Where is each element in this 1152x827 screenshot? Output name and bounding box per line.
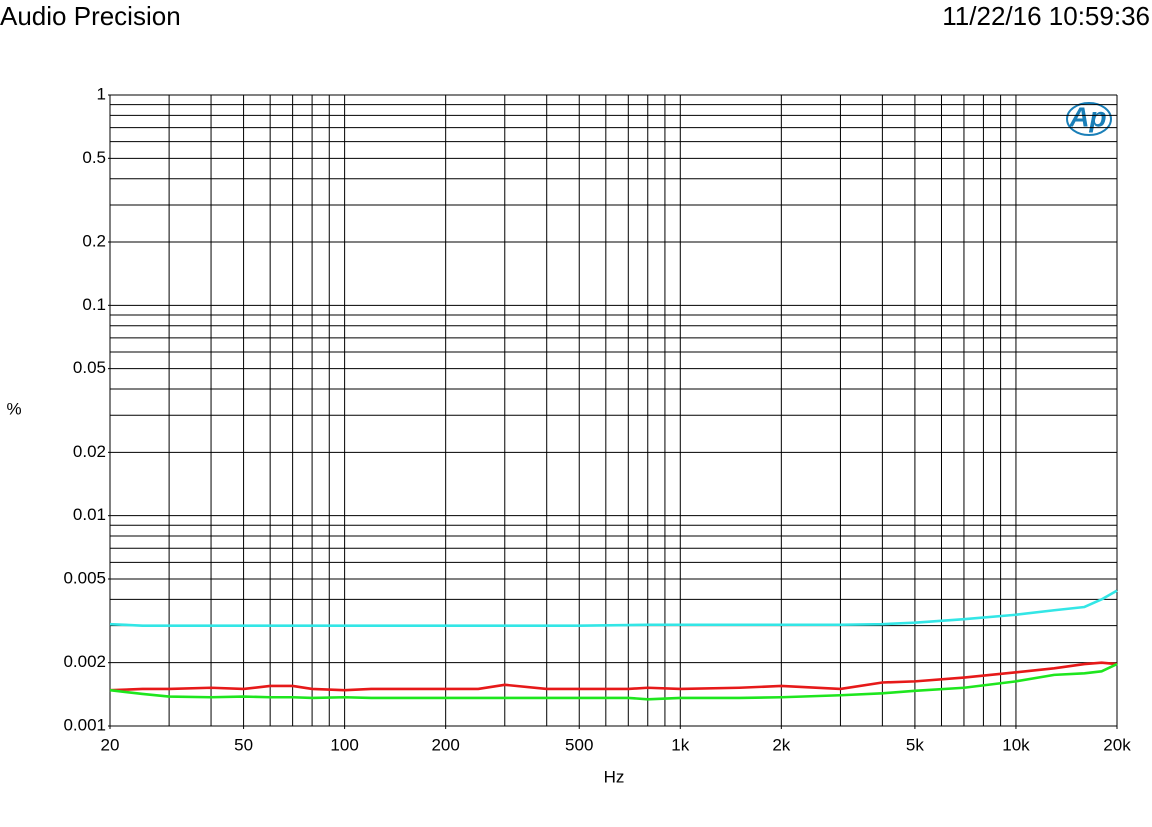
x-tick-label: 100 bbox=[330, 735, 358, 754]
y-tick-label: 0.005 bbox=[63, 568, 106, 587]
x-tick-label: 1k bbox=[671, 735, 689, 754]
x-tick-label: 20k bbox=[1103, 735, 1131, 754]
x-tick-label: 500 bbox=[565, 735, 593, 754]
y-tick-label: 0.002 bbox=[63, 652, 106, 671]
series-line bbox=[109, 661, 1118, 692]
header-title: Audio Precision bbox=[0, 1, 181, 31]
logo-ring bbox=[1066, 102, 1112, 136]
y-tick-label: 0.01 bbox=[73, 505, 106, 524]
x-axis-label: Hz bbox=[604, 767, 625, 786]
header-timestamp: 11/22/16 10:59:36 bbox=[942, 1, 1150, 31]
y-tick-label: 0.1 bbox=[82, 295, 106, 314]
y-axis-label: % bbox=[6, 399, 21, 418]
y-tick-label: 1 bbox=[97, 84, 106, 103]
x-tick-label: 5k bbox=[906, 735, 924, 754]
y-tick-label: 0.5 bbox=[82, 148, 106, 167]
series-line bbox=[109, 589, 1118, 627]
y-tick-label: 0.05 bbox=[73, 358, 106, 377]
x-tick-label: 20 bbox=[101, 735, 120, 754]
x-tick-label: 200 bbox=[431, 735, 459, 754]
series-line bbox=[109, 662, 1118, 701]
y-tick-label: 0.001 bbox=[63, 715, 106, 734]
x-tick-label: 50 bbox=[234, 735, 253, 754]
x-tick-label: 2k bbox=[772, 735, 790, 754]
x-tick-label: 10k bbox=[1002, 735, 1030, 754]
y-tick-label: 0.2 bbox=[82, 232, 106, 251]
y-tick-label: 0.02 bbox=[73, 442, 106, 461]
